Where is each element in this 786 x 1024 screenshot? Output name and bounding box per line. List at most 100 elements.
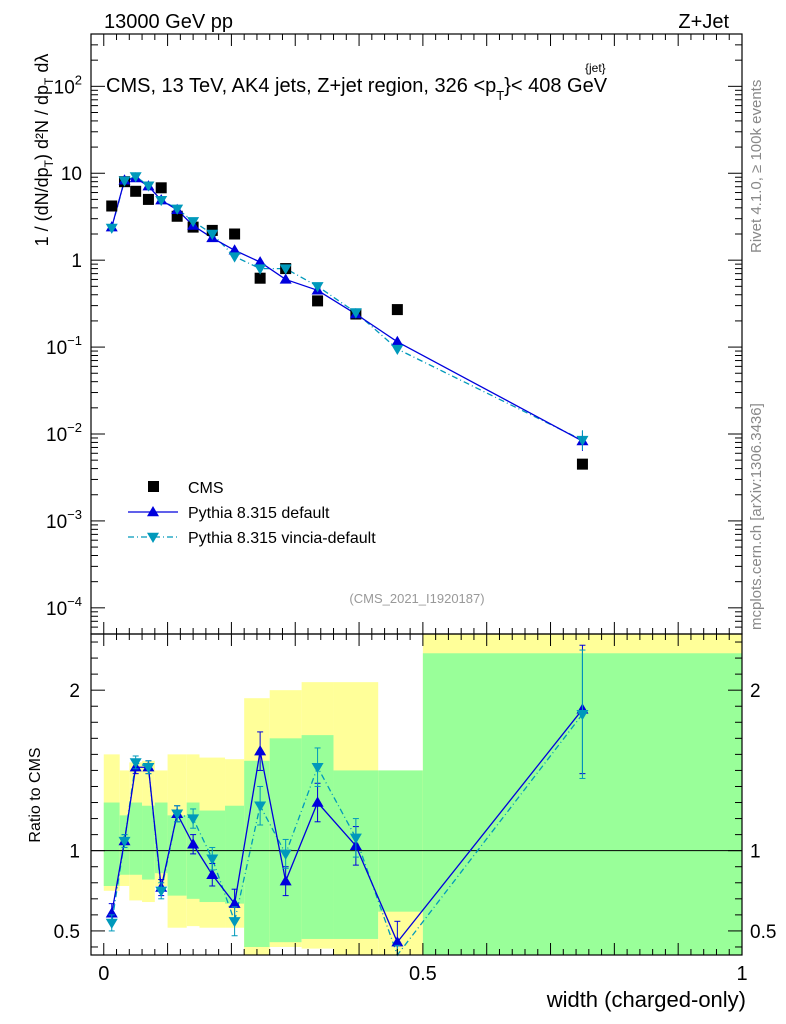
pythia-vincia-point — [105, 223, 118, 234]
plot-title-sup: {jet} — [585, 61, 606, 75]
cms-point — [576, 458, 588, 470]
ratio-vincia-point — [279, 849, 292, 860]
main-ylabel-mid: ) d²N / dp — [32, 85, 52, 160]
x-tick-label: 0.5 — [409, 963, 437, 985]
pythia-vincia-point — [279, 264, 292, 275]
ratio-vincia-point — [129, 758, 142, 769]
ratio-vincia-point — [254, 801, 267, 812]
ratio-band-green — [244, 760, 270, 947]
tick-exp: 2 — [75, 72, 82, 87]
pythia-default-point — [279, 273, 292, 284]
pythia-vincia-point — [311, 282, 324, 293]
pythia-vincia-point — [155, 195, 168, 207]
cms-point — [130, 185, 142, 197]
ratio-vincia-point — [142, 763, 155, 774]
plot-title: CMS, 13 TeV, AK4 jets, Z+jet region, 326… — [106, 75, 608, 103]
main-ylabel-num: 1 / (dN/dp — [32, 167, 52, 246]
cms-point — [254, 272, 266, 284]
tick-exp: −4 — [67, 594, 82, 609]
main-y-tick-label: 10−4 — [46, 594, 82, 620]
ratio-default-point — [279, 875, 292, 886]
main-y-tick-label: 10−3 — [46, 507, 82, 533]
pythia-vincia-point — [118, 176, 131, 187]
ratio-band-green — [154, 802, 168, 874]
cms-point — [155, 182, 167, 194]
pythia-vincia-point — [187, 217, 200, 228]
ratio-vincia-point — [206, 854, 219, 865]
ratio-vincia-point — [105, 918, 118, 929]
analysis-id: (CMS_2021_I1920187) — [349, 591, 484, 606]
ratio-band-green — [142, 805, 155, 880]
ratio-vincia-point — [118, 836, 131, 848]
main-markers — [105, 172, 589, 470]
legend-label-cms: CMS — [188, 480, 224, 497]
legend-marker-default — [147, 506, 159, 517]
ratio-default-point — [187, 838, 200, 849]
x-axis-label: width (charged-only) — [546, 987, 746, 1012]
pythia-vincia-point — [254, 264, 267, 275]
ratio-y-tick-label: 0.5 — [54, 922, 80, 943]
tick-base: 10 — [46, 425, 67, 446]
cms-point — [106, 200, 118, 212]
plot-title-tail: }< 408 GeV — [504, 75, 608, 97]
legend-marker-vincia — [147, 532, 159, 543]
cms-point — [312, 295, 324, 307]
main-ylabel: 1 / (dN/dpT) d²N / dpT dλ — [32, 54, 56, 247]
ratio-vincia-point — [155, 886, 168, 897]
ratio-vincia-point — [228, 917, 241, 928]
cms-point — [142, 193, 154, 205]
main-ylabel-end: dλ — [32, 54, 52, 78]
legend: CMS Pythia 8.315 default Pythia 8.315 vi… — [128, 480, 376, 547]
ratio-y-label: Ratio to CMS — [27, 747, 44, 842]
header-left: 13000 GeV pp — [104, 11, 233, 33]
ratio-default-point — [254, 745, 267, 756]
ratio-default-point — [206, 868, 219, 879]
ratio-default-point — [228, 897, 241, 908]
pythia-default-point — [391, 335, 404, 347]
header-right: Z+Jet — [678, 11, 729, 33]
main-y-tick-label: 10 — [61, 164, 82, 185]
tick-base: 10 — [46, 599, 67, 620]
ratio-y-tick-label-right: 0.5 — [750, 922, 776, 943]
cms-point — [229, 228, 241, 240]
main-y-tick-label: 10−2 — [46, 420, 82, 446]
tick-exp: −1 — [67, 333, 82, 348]
tick-base: 10 — [54, 77, 75, 98]
x-tick-label: 0 — [98, 963, 109, 985]
pythia-default-point — [228, 244, 241, 255]
ratio-y-tick-label-right: 2 — [750, 681, 761, 702]
ratio-band-green — [225, 805, 245, 904]
main-ylabel-sub: T — [42, 159, 56, 167]
cms-point — [391, 304, 403, 316]
ratio-default-point — [391, 936, 404, 947]
main-y-tick-label: 1 — [71, 251, 82, 272]
cms-point — [171, 210, 183, 222]
ratio-markers — [105, 644, 589, 956]
legend-label-pythia-vincia: Pythia 8.315 vincia-default — [188, 530, 376, 547]
x-tick-label: 1 — [736, 963, 747, 985]
pythia-vincia-point — [171, 204, 184, 215]
ratio-frame — [90, 633, 743, 956]
tick-exp: −2 — [67, 420, 82, 435]
tick-exp: −3 — [67, 507, 82, 522]
main-y-tick-label: 10−1 — [46, 333, 82, 359]
pythia-vincia-point — [228, 252, 241, 263]
pythia-vincia-point — [349, 308, 362, 319]
ratio-y-tick-label-right: 1 — [750, 842, 761, 863]
tick-base: 10 — [46, 512, 67, 533]
pythia-default-point — [254, 256, 267, 267]
ratio-vincia-point — [349, 833, 362, 844]
pythia-vincia-point — [142, 181, 155, 192]
ratio-y-tick-label: 1 — [69, 842, 80, 863]
main-y-tick-label: 102 — [54, 72, 82, 98]
ratio-vincia-point — [171, 809, 184, 820]
plot-title-sub: T — [496, 88, 504, 103]
side-text-bottom: mcplots.cern.ch [arXiv:1306.3436] — [748, 403, 765, 630]
main-ylabel-sub2: T — [42, 77, 56, 85]
pythia-vincia-point — [391, 344, 404, 356]
ratio-vincia-point — [311, 763, 324, 774]
legend-label-pythia-default: Pythia 8.315 default — [188, 505, 330, 522]
ratio-default-point — [311, 796, 324, 807]
